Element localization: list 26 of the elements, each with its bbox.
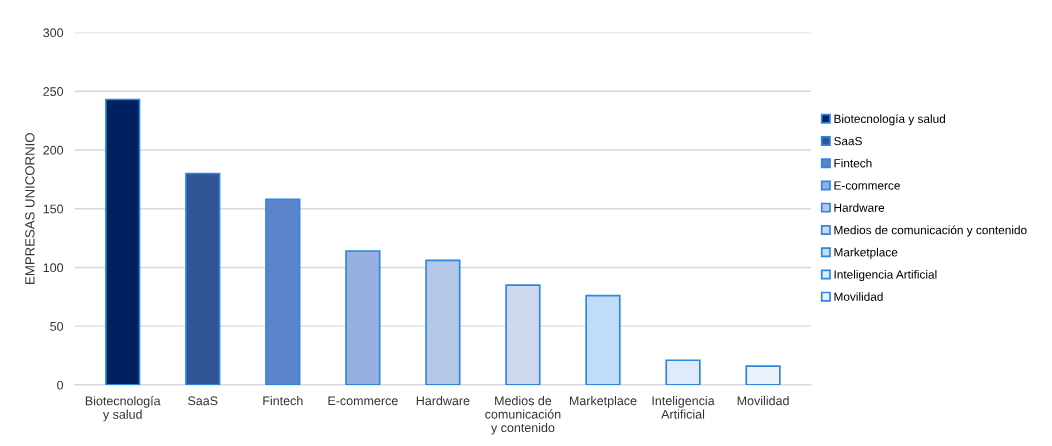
legend-label: E-commerce [834, 181, 900, 190]
y-tick-label: 300 [43, 28, 64, 38]
y-tick-label: 250 [43, 87, 64, 96]
legend-label: Biotecnología y salud [834, 114, 945, 126]
legend-label: Medios de comunicación y contenido [834, 225, 1027, 237]
x-tick-label: E-commerce [328, 396, 398, 406]
y-tick-label: 100 [43, 263, 64, 273]
y-tick-label: 150 [43, 204, 64, 214]
legend-label: Hardware [834, 203, 885, 212]
x-tick-label: Marketplace [569, 396, 637, 408]
legend-label: SaaS [834, 136, 862, 146]
x-tick-label: Hardware [416, 396, 470, 406]
x-tick-label: Medios de comunicación y contenido [485, 396, 561, 435]
y-tick-label: 200 [43, 145, 64, 155]
legend-label: Marketplace [834, 247, 898, 259]
legend-label: Fintech [834, 158, 872, 168]
x-tick-label: Movilidad [737, 396, 789, 406]
legend-label: Movilidad [834, 292, 883, 301]
x-tick-label: Biotecnología y salud [85, 396, 161, 422]
x-tick-label: Inteligencia Artificial [652, 396, 715, 419]
y-tick-label: 0 [57, 380, 64, 390]
x-tick-label: Fintech [263, 396, 303, 406]
legend-label: Inteligencia Artificial [834, 270, 937, 282]
x-tick-label: SaaS [188, 396, 218, 406]
y-tick-label: 50 [50, 321, 64, 331]
y-axis-title: EMPRESAS UNICORNIO [25, 133, 35, 284]
